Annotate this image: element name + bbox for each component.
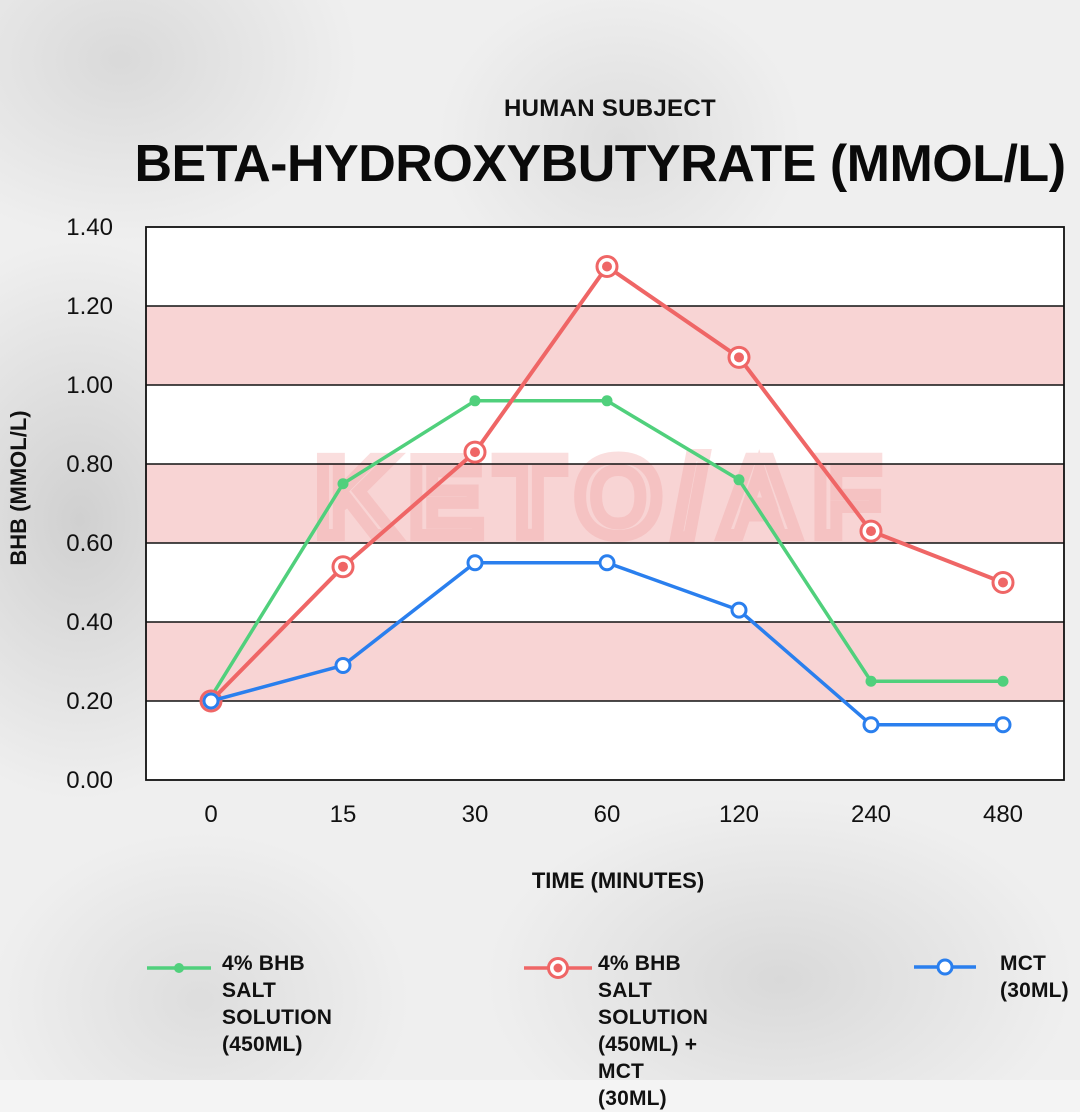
x-tick-label: 30 [462, 801, 489, 828]
line-chart: KETO/AF 0.00 0.20 0.40 0.60 0.80 1.00 1.20 1.40… [6, 214, 1065, 893]
legend-marker-blue [914, 958, 976, 976]
data-point-red [859, 519, 883, 543]
y-tick-label: 1.00 [66, 372, 113, 399]
y-tick-label: 1.40 [66, 214, 113, 241]
data-point-green [865, 675, 877, 687]
legend-label-blue: MCT (30ML) [1000, 952, 1069, 1002]
y-tick-label: 0.20 [66, 688, 113, 715]
y-tick-label: 0.00 [66, 767, 113, 794]
data-point-red [463, 440, 487, 464]
chart-title: BETA-HYDROXYBUTYRATE (MMOL/L) [134, 135, 1066, 193]
grid-band [146, 622, 1064, 701]
plot-border [145, 226, 1065, 781]
data-point-blue [598, 554, 616, 572]
data-point-green [469, 395, 481, 407]
y-tick-label: 1.20 [66, 293, 113, 320]
y-tick-label: 0.40 [66, 609, 113, 636]
x-tick-label: 240 [851, 801, 891, 828]
watermark-text: KETO/AF [316, 436, 895, 559]
data-point-blue [334, 656, 352, 674]
data-point-core [734, 352, 744, 363]
data-point-core [866, 526, 876, 537]
x-tick-label: 15 [330, 801, 357, 828]
data-point-green [337, 478, 349, 490]
data-point-blue [730, 601, 748, 619]
x-tick-label: 120 [719, 801, 759, 828]
data-point-core [602, 261, 612, 272]
y-tick-label: 0.80 [66, 451, 113, 478]
y-tick-label: 0.60 [66, 530, 113, 557]
x-axis-title: TIME (MINUTES) [532, 868, 704, 893]
legend-marker-green [147, 963, 211, 973]
data-point-blue [202, 692, 220, 710]
y-axis-title: BHB (MMOL/L) [6, 410, 31, 565]
grid-band [146, 464, 1064, 543]
legend-label-green: 4% BHB SALT SOLUTION (450ML) [222, 952, 333, 1056]
x-tick-label: 60 [594, 801, 621, 828]
legend-marker-red [524, 957, 592, 979]
data-point-core [998, 577, 1008, 588]
data-point-core [338, 561, 348, 572]
chart-subtitle: HUMAN SUBJECT [504, 95, 716, 122]
data-point-blue [994, 716, 1012, 734]
grid-band [146, 306, 1064, 385]
data-point-red [331, 555, 355, 579]
legend-label-red: 4% BHB SALT SOLUTION (450ML) + MCT (30ML… [598, 952, 709, 1110]
data-point-green [733, 474, 745, 486]
data-point-red [727, 345, 751, 369]
x-tick-label: 0 [204, 801, 217, 828]
data-point-blue [862, 716, 880, 734]
x-tick-label: 480 [983, 801, 1023, 828]
data-point-blue [466, 554, 484, 572]
data-point-core [470, 447, 480, 458]
data-point-green [997, 675, 1009, 687]
data-point-red [991, 571, 1015, 594]
data-point-red [595, 255, 619, 278]
data-point-green [601, 395, 613, 407]
